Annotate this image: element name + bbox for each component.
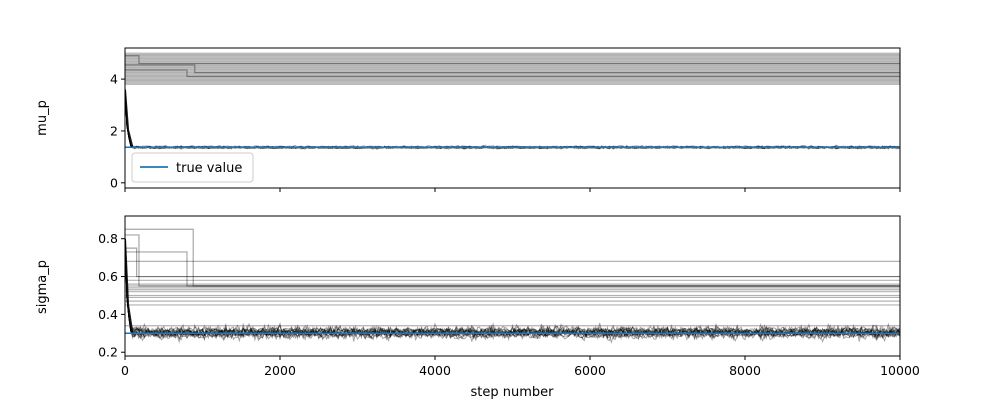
mu-p-x-ticks [124,188,901,192]
x-axis-label: step number [471,385,555,400]
mu-p-axes-frame [124,47,901,189]
burn-in-trace [125,89,134,148]
converged-walker-trace [125,89,900,150]
converged-walker-trace [125,238,900,339]
converged-walker-trace [125,89,900,149]
stepped-walker-trace [125,251,900,287]
converged-walker-trace [125,238,900,339]
converged-walker-trace [125,89,900,150]
mu-p-walker-traces [125,52,900,150]
burn-in-trace [125,238,134,334]
sigma-p-y-axis-label: sigma_p [35,260,50,314]
x-tick-label: 8000 [729,363,761,378]
converged-walker-trace [125,89,900,150]
converged-walker-trace [125,89,900,150]
y-tick-label: 4 [110,72,118,87]
y-tick-label: 0.8 [98,231,118,246]
x-tick-label: 0 [121,363,129,378]
sigma-p-y-ticks: 0.2 0.4 0.6 0.8 [98,231,125,360]
legend-true-value-label: true value [176,161,242,176]
converged-walker-trace [125,89,900,150]
converged-walker-trace [125,89,900,150]
converged-walker-trace [125,89,900,150]
converged-walker-trace [125,238,900,339]
converged-walker-trace [125,89,900,150]
converged-walker-trace [125,89,900,150]
y-tick-label: 2 [110,123,118,138]
x-tick-label: 2000 [264,363,296,378]
x-tick-label: 10000 [880,363,920,378]
converged-walker-trace [125,89,900,150]
converged-walker-trace [125,238,900,340]
mu-p-y-axis-label: mu_p [35,100,50,136]
y-tick-label: 0.2 [98,345,118,360]
mu-p-trace-panel: 0 2 4 mu_p true value [35,47,901,192]
stepped-walker-trace [125,69,900,78]
converged-walker-trace [125,238,900,342]
converged-walker-trace [125,89,900,150]
legend: true value [131,152,254,183]
sigma-p-trace-panel: 0.2 0.4 0.6 0.8 0 2000 4000 6000 8000 10000 sigm… [35,215,920,400]
sigma-p-x-ticks: 0 2000 4000 6000 8000 10000 [121,356,920,378]
x-tick-label: 6000 [574,363,606,378]
mu-p-y-ticks: 0 2 4 [110,72,125,190]
stepped-walker-trace [125,228,900,287]
converged-walker-trace [125,238,900,342]
converged-walker-trace [125,89,900,149]
stepped-walker-trace [125,64,900,74]
legend-box [131,152,254,183]
sigma-p-axes-frame [124,215,901,357]
stepped-walker-trace [125,55,900,65]
y-tick-label: 0 [110,175,118,190]
stepped-walker-trace [125,234,900,287]
converged-walker-trace [125,89,900,150]
sigma-p-walker-traces [125,228,900,345]
y-tick-label: 0.6 [98,269,118,284]
y-tick-label: 0.4 [98,307,118,322]
stepped-walker-trace [125,247,900,278]
x-tick-label: 4000 [419,363,451,378]
